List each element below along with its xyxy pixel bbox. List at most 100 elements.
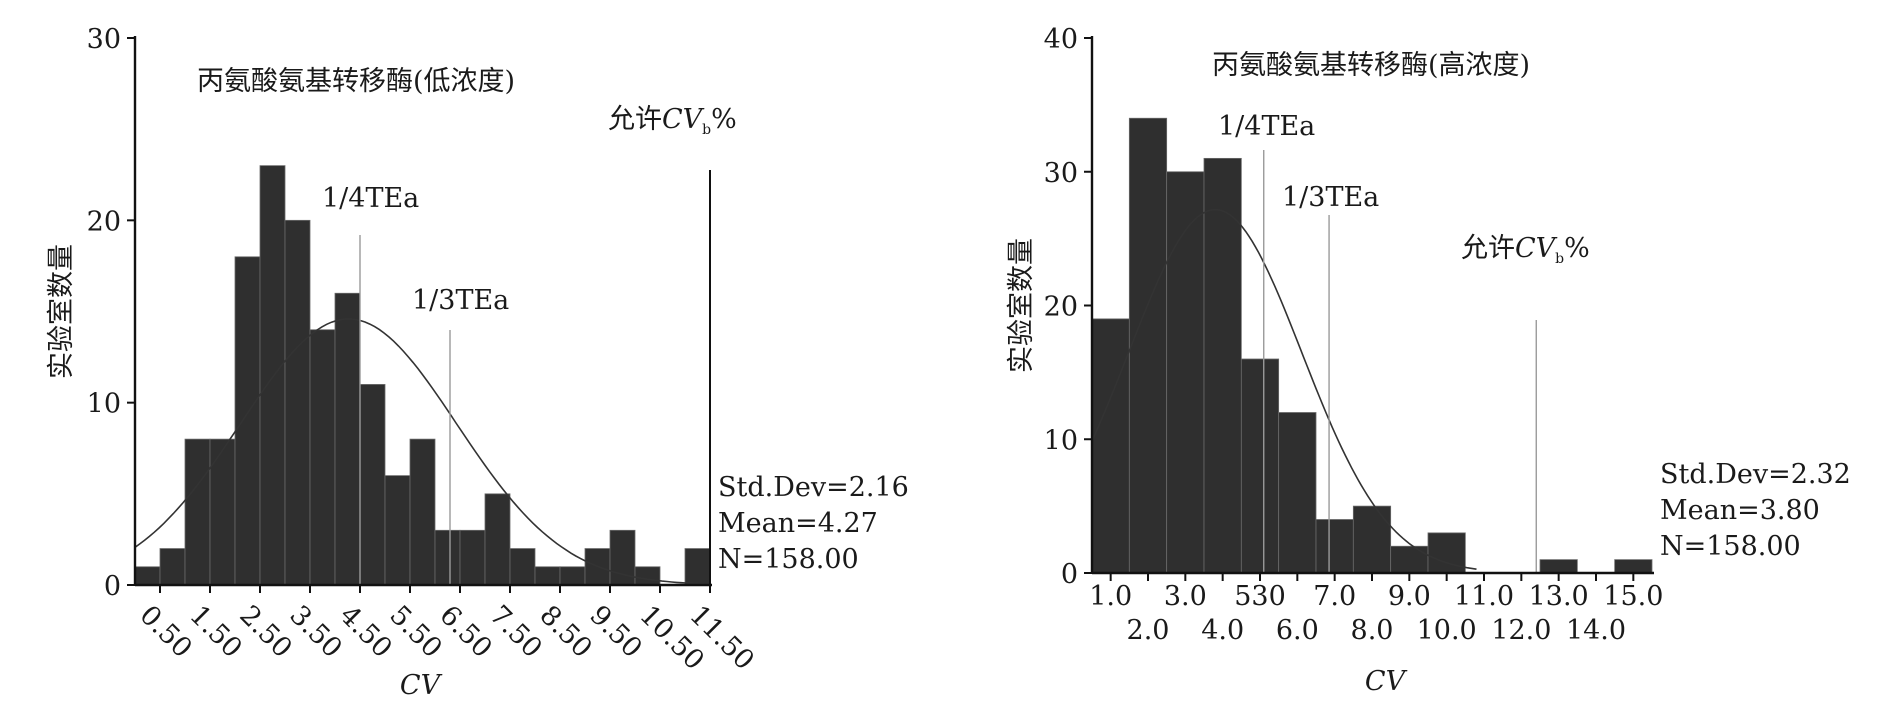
right-bars bbox=[1091, 117, 1653, 574]
x-tick-label: 15.0 bbox=[1603, 581, 1663, 612]
bar bbox=[384, 475, 411, 586]
x-tick-label: 8.0 bbox=[1351, 615, 1394, 646]
x-tick-label: 1.50 bbox=[183, 600, 247, 664]
x-tick-label: 7.0 bbox=[1313, 581, 1356, 612]
y-tick-label: 30 bbox=[87, 24, 121, 55]
left-axes bbox=[133, 36, 712, 587]
bar bbox=[459, 529, 486, 586]
left-reference-labels: 1/4TEa 1/3TEa 允许CVb% bbox=[322, 104, 737, 316]
x-tick-label: 14.0 bbox=[1566, 615, 1626, 646]
left-normal-curve bbox=[134, 318, 711, 585]
ref-label-third-tea: 1/3TEa bbox=[412, 285, 509, 316]
bar bbox=[1091, 318, 1130, 574]
y-tick-label: 10 bbox=[87, 389, 121, 420]
x-tick-label: 9.50 bbox=[583, 600, 647, 664]
right-y-ticks: 0 10 20 30 40 bbox=[1044, 24, 1092, 590]
bar bbox=[334, 292, 361, 586]
bar bbox=[1240, 358, 1280, 574]
x-tick-label: 2.0 bbox=[1127, 615, 1170, 646]
bar bbox=[559, 566, 586, 586]
y-tick-label: 0 bbox=[104, 571, 121, 602]
right-reference-labels: 1/4TEa 1/3TEa 允许CVb% bbox=[1218, 111, 1590, 267]
x-tick-label: 6.0 bbox=[1276, 615, 1319, 646]
bar bbox=[284, 219, 311, 586]
left-x-axis-label: CV bbox=[400, 670, 443, 701]
x-tick-label: 3.0 bbox=[1164, 581, 1207, 612]
x-tick-label: 2.50 bbox=[233, 600, 297, 664]
bar bbox=[1315, 519, 1354, 574]
left-reference-lines bbox=[359, 170, 711, 585]
stat-line: Std.Dev=2.32 bbox=[1660, 459, 1851, 490]
x-tick-label: 3.50 bbox=[283, 600, 347, 664]
bar bbox=[209, 438, 236, 586]
bar bbox=[159, 548, 186, 586]
bar bbox=[684, 548, 711, 586]
bar bbox=[359, 384, 386, 586]
ref-label-third-tea: 1/3TEa bbox=[1282, 182, 1379, 213]
x-tick-label: 4.50 bbox=[333, 600, 397, 664]
right-y-axis-label: 实验室数量 bbox=[1006, 238, 1037, 373]
right-normal-curve bbox=[1091, 208, 1477, 570]
bar bbox=[509, 548, 536, 586]
right-histogram: 0 10 20 30 40 1.0 3.0 530 7.0 9.0 11.0 13.0 15.0 2.0… bbox=[1006, 24, 1851, 697]
bar bbox=[1614, 559, 1653, 574]
right-reference-lines bbox=[1263, 150, 1537, 573]
stat-line: Mean=4.27 bbox=[718, 508, 878, 539]
left-chart-title: 丙氨酸氨基转移酶(低浓度) bbox=[197, 66, 515, 97]
x-tick-label: 530 bbox=[1234, 581, 1286, 612]
x-tick-label: 12.0 bbox=[1491, 615, 1551, 646]
bar bbox=[1390, 545, 1429, 574]
right-x-axis-label: CV bbox=[1365, 666, 1408, 697]
bar bbox=[1203, 157, 1242, 574]
bar bbox=[434, 529, 461, 586]
bar bbox=[1352, 505, 1392, 574]
left-y-axis-label: 实验室数量 bbox=[46, 244, 77, 379]
left-y-ticks: 0 10 20 30 bbox=[87, 24, 135, 602]
x-tick-label: 13.0 bbox=[1529, 581, 1589, 612]
bar bbox=[634, 566, 661, 586]
x-tick-label: 8.50 bbox=[533, 600, 597, 664]
x-tick-label: 11.0 bbox=[1454, 581, 1514, 612]
stat-line: N=158.00 bbox=[718, 544, 859, 575]
y-tick-label: 30 bbox=[1044, 158, 1078, 189]
x-tick-label: 10.0 bbox=[1417, 615, 1477, 646]
x-tick-label: 1.0 bbox=[1089, 581, 1132, 612]
right-stats-box: Std.Dev=2.32 Mean=3.80 N=158.00 bbox=[1660, 459, 1851, 562]
x-tick-label: 5.50 bbox=[383, 600, 447, 664]
bar bbox=[184, 438, 211, 586]
ref-label-allowable-cv: 允许CVb% bbox=[1461, 233, 1590, 267]
y-tick-label: 0 bbox=[1061, 559, 1078, 590]
x-tick-label: 4.0 bbox=[1201, 615, 1244, 646]
bar bbox=[1128, 117, 1168, 574]
x-tick-label: 9.0 bbox=[1388, 581, 1431, 612]
y-tick-label: 20 bbox=[1044, 292, 1078, 323]
right-x-ticks: 1.0 3.0 530 7.0 9.0 11.0 13.0 15.0 2.0 4.0 6.0 8.0 1… bbox=[1089, 573, 1663, 646]
bar bbox=[309, 329, 336, 586]
left-x-ticks: 0.501.502.503.504.505.506.507.508.509.50… bbox=[133, 585, 760, 676]
right-chart-title: 丙氨酸氨基转移酶(高浓度) bbox=[1212, 50, 1530, 81]
bar bbox=[409, 438, 436, 586]
y-tick-label: 10 bbox=[1044, 425, 1078, 456]
ref-label-quarter-tea: 1/4TEa bbox=[322, 183, 419, 214]
x-tick-label: 6.50 bbox=[433, 600, 497, 664]
y-tick-label: 20 bbox=[87, 206, 121, 237]
y-tick-label: 40 bbox=[1044, 24, 1078, 55]
ref-label-allowable-cv: 允许CVb% bbox=[608, 104, 737, 138]
bar bbox=[1166, 171, 1205, 574]
x-tick-label: 7.50 bbox=[483, 600, 547, 664]
bar bbox=[234, 256, 261, 586]
left-histogram: 0 10 20 30 0.501.502.503.504.505.506.507.50… bbox=[46, 24, 909, 701]
bar bbox=[484, 493, 511, 586]
x-tick-label: 0.50 bbox=[133, 600, 197, 664]
stat-line: N=158.00 bbox=[1660, 531, 1801, 562]
bar bbox=[534, 566, 561, 586]
bar bbox=[259, 165, 286, 586]
stat-line: Mean=3.80 bbox=[1660, 495, 1820, 526]
ref-label-quarter-tea: 1/4TEa bbox=[1218, 111, 1315, 142]
bar bbox=[1539, 559, 1578, 574]
bar bbox=[1278, 412, 1317, 574]
left-stats-box: Std.Dev=2.16 Mean=4.27 N=158.00 bbox=[718, 472, 909, 575]
bar bbox=[134, 566, 161, 586]
stat-line: Std.Dev=2.16 bbox=[718, 472, 909, 503]
